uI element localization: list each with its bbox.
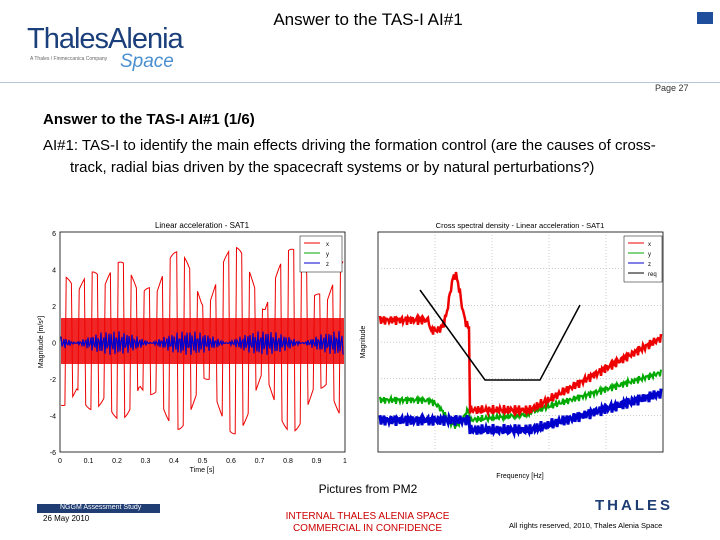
confidential-line: INTERNAL THALES ALENIA SPACE xyxy=(285,511,450,522)
x-axis-label: Time [s] xyxy=(190,467,215,474)
x-tick-label: 0.9 xyxy=(312,458,322,465)
x-axis-label: Frequency [Hz] xyxy=(496,473,544,480)
x-tick-label: 1 xyxy=(343,458,347,465)
paragraph: AI#1: TAS-I to identify the main effects… xyxy=(43,137,656,176)
y-tick-label: 4 xyxy=(52,268,56,275)
logo-main: ThalesAlenia xyxy=(27,23,184,55)
heading: Answer to the TAS-I AI#1 (1/6) xyxy=(43,111,255,128)
logo-tagline: A Thales / Finmeccanica Company xyxy=(30,56,108,62)
plot-title: Linear acceleration - SAT1 xyxy=(155,221,250,230)
legend-label: y xyxy=(648,252,651,258)
y-tick-label: -2 xyxy=(50,377,56,384)
slide-title: Answer to the TAS-I AI#1 xyxy=(273,10,463,29)
page-number: Page 27 xyxy=(655,83,689,93)
footer-study: NGGM Assessment Study xyxy=(60,504,142,511)
x-tick-label: 0.5 xyxy=(198,458,208,465)
y-axis-label: Magnitude xyxy=(360,326,367,359)
x-tick-label: 0.3 xyxy=(141,458,151,465)
x-tick-label: 0.7 xyxy=(255,458,265,465)
spectrum-trace xyxy=(379,369,662,430)
x-tick-label: 0.4 xyxy=(169,458,179,465)
footer-date: 26 May 2010 xyxy=(43,514,90,523)
legend-box xyxy=(623,235,663,283)
legend-box xyxy=(299,235,343,273)
y-tick-label: -6 xyxy=(50,450,56,457)
legend-label: z xyxy=(648,262,651,268)
legend-label: x xyxy=(648,242,651,248)
x-tick-label: 0.6 xyxy=(226,458,236,465)
plot-title: Cross spectral density - Linear accelera… xyxy=(436,221,605,230)
noise-trace xyxy=(60,331,344,355)
footer-confidential: INTERNAL THALES ALENIA SPACE COMMERCIAL … xyxy=(235,511,500,535)
footer-bar xyxy=(37,504,160,513)
x-tick-label: 0.1 xyxy=(84,458,94,465)
footer-rights: All rights reserved, 2010, Thales Alenia… xyxy=(509,521,663,530)
legend-label: z xyxy=(326,262,329,268)
confidential-line: COMMERCIAL IN CONFIDENCE xyxy=(292,523,443,534)
legend-label: y xyxy=(326,252,329,258)
spectrum-trace xyxy=(378,271,663,419)
requirement-line xyxy=(419,289,581,381)
y-tick-label: 6 xyxy=(52,231,56,238)
y-axis-label: Magnitude [m/s²] xyxy=(38,316,45,368)
y-tick-label: -4 xyxy=(50,414,56,421)
y-tick-label: 2 xyxy=(52,304,56,311)
corner-square xyxy=(697,12,713,24)
right-plot-traces xyxy=(378,271,663,440)
footer-logo: THALES xyxy=(595,497,673,514)
x-tick-label: 0 xyxy=(58,458,62,465)
x-tick-label: 0.2 xyxy=(112,458,122,465)
legend-label: req xyxy=(648,272,657,278)
x-tick-label: 0.8 xyxy=(283,458,293,465)
y-tick-label: 0 xyxy=(52,341,56,348)
legend-label: x xyxy=(326,242,329,248)
logo-space: Space xyxy=(120,51,174,72)
noise-trace xyxy=(60,246,344,435)
spectrum-trace xyxy=(378,388,663,440)
header-rule xyxy=(0,82,720,83)
figure-caption: Pictures from PM2 xyxy=(318,482,418,496)
left-plot-traces: xyz xyxy=(60,235,344,435)
